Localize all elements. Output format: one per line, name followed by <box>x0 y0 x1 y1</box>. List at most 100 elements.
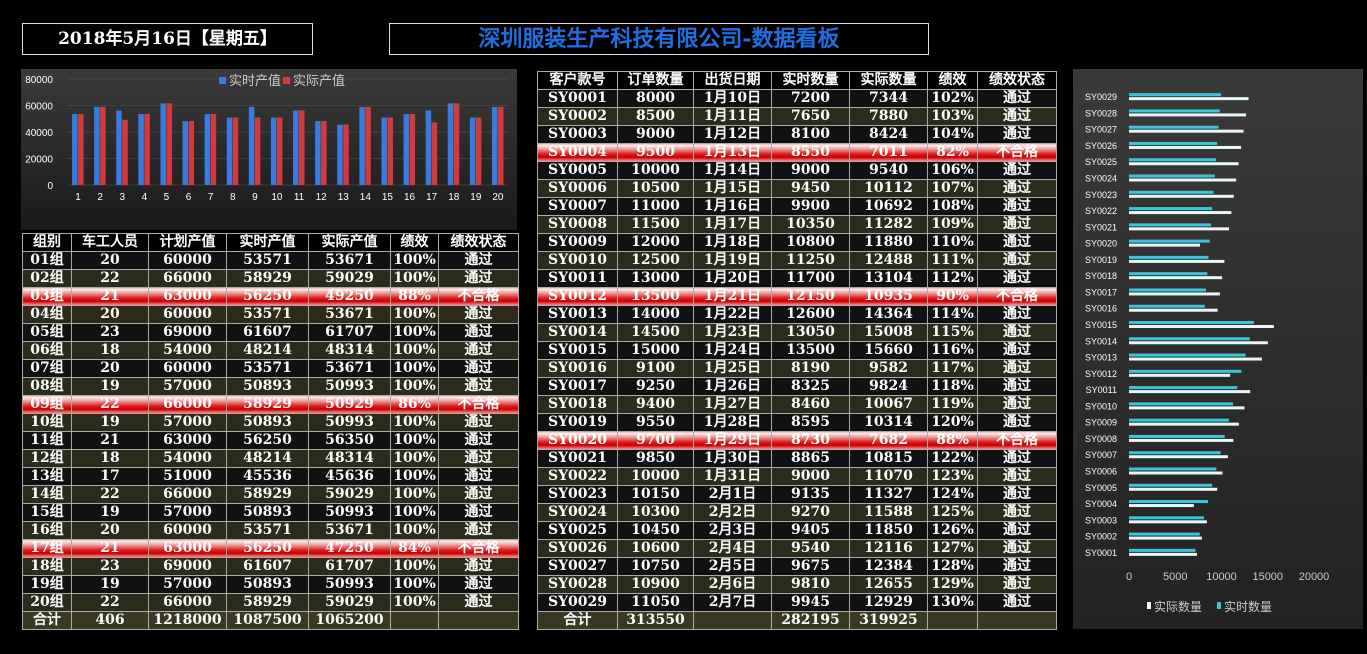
table-cell: 57000 <box>148 377 227 396</box>
table-cell: 20 <box>71 251 149 270</box>
table-row: 07组 20 60000 53571 53671 100% 通过 <box>22 359 519 378</box>
table-row: SY0007 11000 1月16日 9900 10692 108% 通过 <box>537 197 1057 216</box>
table-cell: 53671 <box>308 305 391 324</box>
table-cell: 2月3日 <box>693 521 772 540</box>
total-cell: 313550 <box>617 611 694 630</box>
customer-table-body: SY0001 8000 1月10日 7200 7344 102% 通过 SY0002 8500 1… <box>537 89 1057 612</box>
table-cell: 124% <box>927 485 978 504</box>
table-cell: 13104 <box>849 269 928 288</box>
x-tick-label: 10 <box>271 192 283 203</box>
table-cell: 02组 <box>22 269 72 288</box>
table-cell: 63000 <box>148 431 227 450</box>
table-cell: SY0007 <box>537 197 618 216</box>
table-row: 13组 17 51000 45536 45636 100% 通过 <box>22 467 519 486</box>
y-tick-label: SY0011 <box>1086 385 1117 395</box>
y-tick-label: 60000 <box>25 102 53 113</box>
table-cell: 11050 <box>617 593 694 612</box>
table-cell: 13500 <box>771 341 850 360</box>
table-cell: 100% <box>390 593 439 612</box>
table-cell: 58929 <box>226 269 309 288</box>
table-cell: 100% <box>390 431 439 450</box>
table-cell: 通过 <box>438 575 519 594</box>
bar-actual-qty <box>1129 520 1207 524</box>
table-cell: 126% <box>927 521 978 540</box>
table-cell: 16组 <box>22 521 72 540</box>
y-tick-label: SY0006 <box>1085 466 1117 476</box>
table-row: 19组 19 57000 50893 50993 100% 通过 <box>22 575 519 594</box>
bar-realtime-qty <box>1129 353 1246 357</box>
legend-swatch <box>1217 602 1221 609</box>
table-cell: 19 <box>71 575 149 594</box>
y-tick-label: SY0022 <box>1085 206 1117 216</box>
table-cell: 1月18日 <box>693 233 772 252</box>
table-cell: 1月28日 <box>693 413 772 432</box>
table-cell: 11327 <box>849 485 928 504</box>
table-cell: SY0003 <box>537 125 618 144</box>
x-tick-label: 19 <box>470 192 482 203</box>
table-cell: 17组 <box>22 539 72 558</box>
bar-realtime-qty <box>1129 548 1196 552</box>
table-row: 05组 23 69000 61607 61707 100% 通过 <box>22 323 519 342</box>
table-row: 01组 20 60000 53571 53671 100% 通过 <box>22 251 519 270</box>
bar-realtime-qty <box>1129 158 1216 162</box>
y-tick-label: 20000 <box>25 155 53 166</box>
table-cell: 9550 <box>617 413 694 432</box>
table-cell: 100% <box>390 251 439 270</box>
table-cell: 11500 <box>617 215 694 234</box>
table-cell: 通过 <box>977 503 1057 522</box>
table-row: 14组 22 66000 58929 59029 100% 通过 <box>22 485 519 504</box>
table-cell: 115% <box>927 323 978 342</box>
table-cell: 不合格 <box>438 539 519 558</box>
table-cell: 12150 <box>771 287 850 306</box>
table-cell: 90% <box>927 287 978 306</box>
table-cell: 8730 <box>771 431 850 450</box>
table-cell: 53571 <box>226 305 309 324</box>
table-row: SY0016 9100 1月25日 8190 9582 117% 通过 <box>537 359 1057 378</box>
bar-realtime <box>138 114 144 185</box>
table-cell: 05组 <box>22 323 72 342</box>
bar-actual-qty <box>1129 129 1244 133</box>
table-cell: 100% <box>390 377 439 396</box>
table-row: 18组 23 69000 61607 61707 100% 通过 <box>22 557 519 576</box>
table-cell: 116% <box>927 341 978 360</box>
table-cell: 100% <box>390 503 439 522</box>
table-cell: 14364 <box>849 305 928 324</box>
table-row: SY0022 10000 1月31日 9000 11070 123% 通过 <box>537 467 1057 486</box>
y-tick-label: SY0012 <box>1085 369 1117 379</box>
table-cell: SY0019 <box>537 413 618 432</box>
legend-label: 实际数量 <box>1154 599 1202 614</box>
table-cell: 10组 <box>22 413 72 432</box>
table-cell: 19组 <box>22 575 72 594</box>
bar-realtime-qty <box>1129 369 1242 373</box>
table-cell: 69000 <box>148 557 227 576</box>
table-cell: 不合格 <box>977 287 1057 306</box>
table-cell: 111% <box>927 251 978 270</box>
bar-actual <box>343 124 349 185</box>
table-cell: 通过 <box>438 449 519 468</box>
table-cell: 118% <box>927 377 978 396</box>
y-tick-label: 40000 <box>25 128 53 139</box>
bar-actual-qty <box>1129 406 1245 410</box>
group-table: 组别 车工人员 计划产值 实时产值 实际产值 绩效 绩效状态 01组 20 60000 53571… <box>22 233 519 630</box>
table-row: 09组 22 66000 58929 50929 86% 不合格 <box>22 395 519 414</box>
table-cell: 122% <box>927 449 978 468</box>
table-cell: 60000 <box>148 251 227 270</box>
x-tick-label: 20 <box>492 192 504 203</box>
bar-actual-qty <box>1129 536 1202 540</box>
table-cell: 100% <box>390 449 439 468</box>
y-tick-label: SY0029 <box>1085 92 1117 102</box>
bar-realtime <box>381 117 387 185</box>
bar-realtime-qty <box>1129 321 1254 324</box>
table-cell: 7880 <box>849 107 928 126</box>
table-cell: 88% <box>927 431 978 450</box>
table-cell: 9582 <box>849 359 928 378</box>
customer-table-header: 客户款号 订单数量 出货日期 实时数量 实际数量 绩效 绩效状态 <box>537 71 1057 90</box>
table-cell: 50893 <box>226 413 309 432</box>
table-cell: 23 <box>71 557 149 576</box>
table-cell: 通过 <box>438 557 519 576</box>
table-cell: 22 <box>71 269 149 288</box>
table-cell: 12116 <box>849 539 928 558</box>
table-cell: 9405 <box>771 521 850 540</box>
table-cell: 7011 <box>849 143 928 162</box>
